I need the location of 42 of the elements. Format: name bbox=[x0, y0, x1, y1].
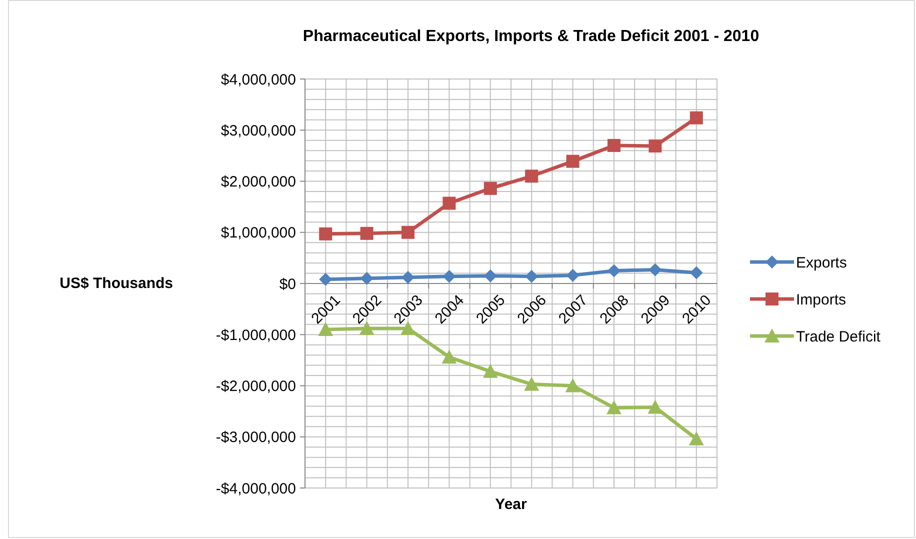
point bbox=[688, 431, 704, 446]
point bbox=[360, 272, 374, 285]
point bbox=[648, 139, 662, 152]
point bbox=[442, 196, 456, 210]
y-tick-label: -$1,000,000 bbox=[216, 326, 296, 344]
point bbox=[608, 264, 620, 278]
y-tick-label: $4,000,000 bbox=[220, 71, 296, 88]
point bbox=[319, 272, 332, 286]
point bbox=[648, 400, 663, 414]
point bbox=[566, 154, 580, 168]
point bbox=[442, 350, 457, 364]
point bbox=[484, 182, 497, 195]
y-axis-title: US$ Thousands bbox=[60, 275, 173, 292]
point bbox=[482, 364, 498, 378]
y-tick-label: $2,000,000 bbox=[220, 174, 296, 190]
point bbox=[565, 378, 580, 392]
point bbox=[484, 269, 497, 282]
legend-label: Trade Deficit bbox=[796, 328, 882, 346]
y-tick-label: -$4,000,000 bbox=[216, 480, 296, 498]
point bbox=[402, 270, 414, 284]
point bbox=[402, 226, 414, 239]
y-tick-label: $3,000,000 bbox=[220, 122, 296, 140]
point bbox=[442, 270, 456, 283]
point bbox=[525, 270, 538, 283]
point bbox=[690, 111, 703, 124]
point bbox=[524, 376, 540, 391]
point bbox=[525, 170, 538, 183]
point bbox=[360, 226, 374, 240]
x-axis-title: Year bbox=[495, 496, 528, 513]
point bbox=[690, 266, 703, 280]
point bbox=[606, 400, 622, 414]
point bbox=[319, 227, 332, 240]
y-tick-label: -$2,000,000 bbox=[216, 378, 296, 395]
legend-label: Imports bbox=[796, 291, 846, 308]
y-tick-label: $0 bbox=[279, 276, 296, 293]
point bbox=[566, 268, 580, 282]
y-tick-label: -$3,000,000 bbox=[216, 429, 296, 446]
legend-label: Exports bbox=[796, 254, 847, 272]
chart-title: Pharmaceutical Exports, Imports & Trade Deficit 2001 - 2010 bbox=[302, 28, 760, 45]
y-tick-label: $1,000,000 bbox=[220, 224, 296, 242]
point bbox=[608, 138, 620, 152]
point bbox=[648, 263, 662, 276]
